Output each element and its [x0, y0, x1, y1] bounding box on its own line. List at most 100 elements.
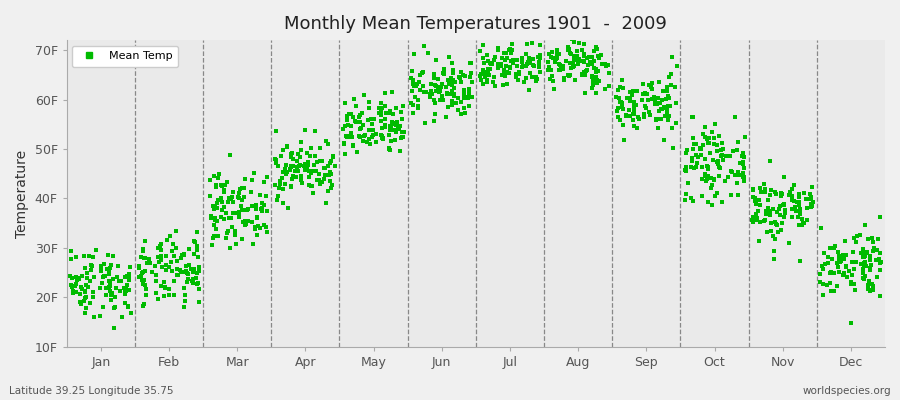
Point — [529, 75, 544, 82]
Point — [866, 239, 880, 245]
Point — [725, 169, 740, 176]
Point — [615, 102, 629, 108]
Point — [858, 273, 872, 279]
Point — [782, 191, 796, 198]
Point — [289, 163, 303, 170]
Point — [581, 54, 596, 60]
Point — [645, 86, 660, 92]
Point — [240, 218, 255, 224]
Point — [396, 134, 410, 140]
Point — [134, 273, 148, 280]
Point — [177, 284, 192, 291]
Point — [369, 139, 383, 146]
Point — [563, 50, 578, 57]
Point — [615, 100, 629, 107]
Point — [660, 88, 674, 94]
Point — [404, 75, 419, 81]
Point — [365, 126, 380, 133]
Point — [669, 120, 683, 126]
Point — [281, 205, 295, 212]
Point — [863, 265, 878, 271]
Point — [404, 88, 419, 94]
Point — [481, 58, 495, 65]
Point — [453, 74, 467, 81]
Point — [417, 89, 431, 95]
Point — [727, 113, 742, 120]
Point — [284, 184, 298, 190]
Point — [730, 180, 744, 186]
Point — [645, 80, 660, 87]
Point — [533, 51, 547, 58]
Point — [428, 82, 443, 88]
Point — [836, 252, 850, 258]
Point — [451, 95, 465, 101]
Point — [213, 195, 228, 202]
Point — [595, 60, 609, 67]
Point — [66, 288, 80, 294]
Point — [393, 108, 408, 115]
Point — [107, 305, 122, 311]
Point — [149, 290, 164, 296]
Y-axis label: Temperature: Temperature — [15, 150, 29, 238]
Point — [745, 217, 760, 224]
Point — [210, 204, 224, 211]
Point — [758, 189, 772, 195]
Point — [276, 169, 291, 175]
Point — [75, 286, 89, 293]
Point — [103, 265, 117, 272]
Point — [387, 126, 401, 133]
Point — [562, 72, 577, 79]
Point — [862, 288, 877, 294]
Point — [285, 176, 300, 182]
Point — [435, 92, 449, 99]
Point — [501, 46, 516, 53]
Point — [118, 285, 132, 291]
Point — [850, 259, 864, 266]
Point — [136, 269, 150, 276]
Point — [122, 271, 137, 277]
Point — [574, 47, 589, 54]
Point — [383, 123, 398, 129]
Point — [576, 58, 590, 64]
Point — [724, 192, 738, 198]
Point — [221, 194, 236, 201]
Point — [795, 222, 809, 228]
Point — [759, 210, 773, 217]
Point — [395, 116, 410, 123]
Point — [96, 273, 111, 280]
Point — [238, 221, 253, 227]
Point — [205, 235, 220, 241]
Point — [609, 108, 624, 114]
Point — [580, 62, 595, 68]
Point — [154, 257, 168, 264]
Point — [832, 253, 846, 260]
Point — [384, 120, 399, 127]
Point — [777, 202, 791, 208]
Point — [531, 54, 545, 60]
Point — [166, 292, 181, 298]
Point — [169, 244, 184, 251]
Point — [719, 153, 733, 160]
Point — [556, 63, 571, 69]
Point — [609, 94, 624, 100]
Point — [585, 72, 599, 79]
Point — [679, 168, 693, 175]
Point — [543, 76, 557, 82]
Point — [762, 208, 777, 214]
Point — [861, 286, 876, 292]
Point — [293, 154, 308, 160]
Point — [77, 265, 92, 272]
Point — [313, 158, 328, 164]
Point — [104, 292, 118, 298]
Point — [464, 60, 478, 66]
Point — [511, 70, 526, 77]
Point — [204, 213, 219, 219]
Point — [137, 254, 151, 261]
Point — [223, 214, 238, 221]
Point — [386, 110, 400, 117]
Point — [427, 96, 441, 103]
Point — [775, 219, 789, 226]
Point — [552, 51, 566, 58]
Point — [758, 186, 772, 192]
Point — [158, 292, 172, 299]
